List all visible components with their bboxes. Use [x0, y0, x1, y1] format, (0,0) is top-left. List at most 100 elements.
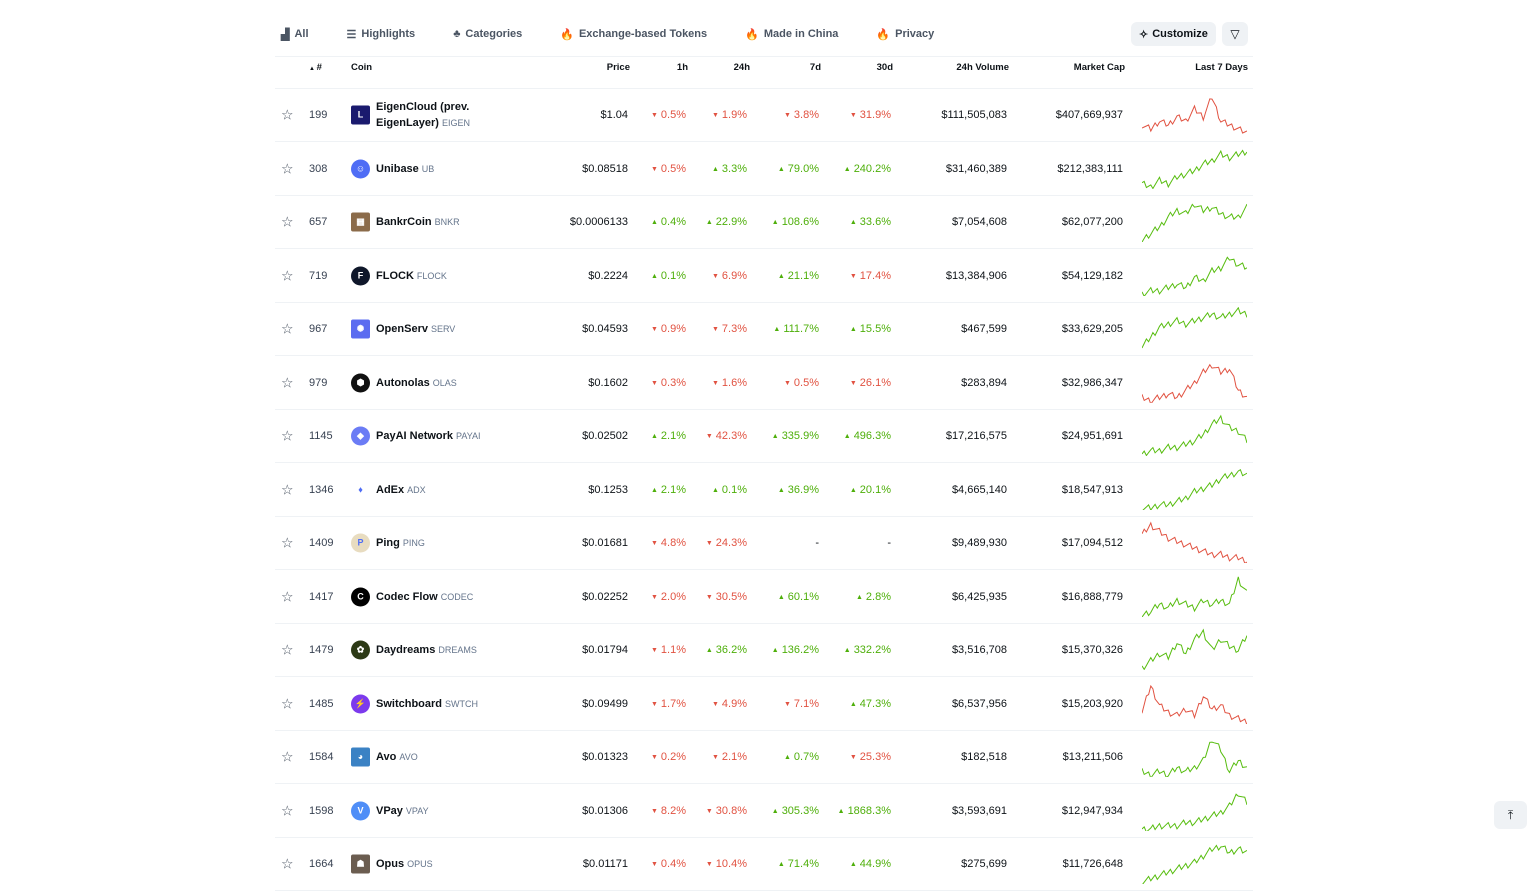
caret-down-icon: ▼	[650, 593, 658, 601]
header-volume[interactable]: 24h Volume	[956, 62, 1009, 73]
header-rank[interactable]: ▲ #	[309, 62, 322, 73]
table-row[interactable]: ☆ 1145 ◆ PayAI Network PAYAI $0.02502 ▲ 2.…	[275, 409, 1253, 462]
filter-button[interactable]: ▽	[1222, 22, 1248, 46]
price: $0.1602	[588, 376, 628, 389]
coin-name-link[interactable]: OpenServ SERV	[376, 322, 456, 335]
price: $0.08518	[582, 162, 628, 175]
change-24h: ▲ 3.3%	[711, 162, 747, 175]
change-24h: ▼ 6.9%	[711, 269, 747, 282]
header-24h[interactable]: 24h	[733, 62, 750, 73]
table-row[interactable]: ☆ 1598 V VPay VPAY $0.01306 ▼ 8.2% ▼ 30.8% ▲ 3…	[275, 784, 1253, 837]
coin-name-link[interactable]: Unibase UB	[376, 162, 435, 175]
table-row[interactable]: ☆ 308 ☺ Unibase UB $0.08518 ▼ 0.5% ▲ 3.3% ▲ 79…	[275, 142, 1253, 195]
table-row[interactable]: ☆ 1346 ♦ AdEx ADX $0.1253 ▲ 2.1% ▲ 0.1% ▲ 36.9…	[275, 463, 1253, 516]
star-icon[interactable]: ☆	[281, 427, 294, 443]
table-row[interactable]: ☆ 657 ▦ BankrCoin BNKR $0.0006133 ▲ 0.4% ▲ 2…	[275, 195, 1253, 248]
coin-name-link[interactable]: Avo AVO	[376, 750, 418, 763]
caret-up-icon: ▲	[711, 165, 719, 173]
table-row[interactable]: ☆ 1479 ✿ Daydreams DREAMS $0.01794 ▼ 1.1% ▲…	[275, 623, 1253, 676]
change-1h: ▼ 8.2%	[650, 804, 686, 817]
coin-name-link[interactable]: EigenCloud (prev. EigenLayer) EIGEN	[376, 100, 470, 129]
coin-name-link[interactable]: Opus OPUS	[376, 857, 433, 870]
table-row[interactable]: ☆ 1409 P Ping PING $0.01681 ▼ 4.8% ▼ 24.3% - -…	[275, 516, 1253, 569]
volume: $9,489,930	[951, 536, 1007, 549]
header-coin[interactable]: Coin	[351, 62, 373, 73]
sparkline-chart	[1142, 628, 1247, 670]
coin-name-link[interactable]: Switchboard SWTCH	[376, 697, 479, 710]
customize-button[interactable]: ✧ Customize	[1131, 22, 1216, 46]
caret-down-icon: ▼	[849, 272, 857, 280]
sparkline-line	[1142, 203, 1247, 242]
table-row[interactable]: ☆ 967 ✺ OpenServ SERV $0.04593 ▼ 0.9% ▼ 7.3%…	[275, 302, 1253, 355]
tab-highlights[interactable]: ☰ Highlights	[346, 28, 416, 41]
tab-all[interactable]: ▟ All	[281, 28, 309, 41]
scroll-to-top-button[interactable]: ⤒	[1494, 801, 1527, 829]
coin-symbol: VPAY	[405, 805, 429, 816]
header-1h[interactable]: 1h	[676, 62, 688, 73]
header-market-cap[interactable]: Market Cap	[1073, 62, 1125, 73]
header-7d[interactable]: 7d	[809, 62, 821, 73]
change-30d: -	[887, 536, 891, 549]
category-tabs: ▟ All ☰ Highlights ♣ Categories 🔥 Exchange-base…	[275, 20, 1253, 48]
table-row[interactable]: ☆ 199 L EigenCloud (prev. EigenLayer) EIG…	[275, 88, 1253, 141]
change-30d: ▲ 1868.3%	[837, 804, 891, 817]
table-row[interactable]: ☆ 1485 ⚡ Switchboard SWTCH $0.09499 ▼ 1.7%…	[275, 677, 1253, 730]
change-1h: ▲ 0.4%	[650, 215, 686, 228]
change-7d: ▲ 60.1%	[777, 590, 819, 603]
coin-logo: ✺	[351, 319, 370, 338]
price: $0.01171	[582, 857, 628, 870]
table-row[interactable]: ☆ 979 ⬢ Autonolas OLAS $0.1602 ▼ 0.3% ▼ 1.6%…	[275, 356, 1253, 409]
tab-made-in-china[interactable]: 🔥 Made in China	[745, 28, 839, 41]
sparkline-line	[1142, 684, 1247, 724]
star-icon[interactable]: ☆	[281, 802, 294, 818]
coin-logo: ⚡	[351, 694, 370, 713]
divider	[275, 516, 1253, 517]
star-icon[interactable]: ☆	[281, 374, 294, 390]
caret-up-icon: ▲	[771, 432, 779, 440]
header-price[interactable]: Price	[606, 62, 630, 73]
header-30d[interactable]: 30d	[876, 62, 893, 73]
sparkline-chart	[1142, 844, 1247, 884]
coin-name-link[interactable]: FLOCK FLOCK	[376, 269, 447, 282]
star-icon[interactable]: ☆	[281, 855, 294, 871]
chart-icon: ▟	[281, 28, 290, 41]
tab-exchange-based-tokens[interactable]: 🔥 Exchange-based Tokens	[560, 28, 708, 41]
caret-down-icon: ▼	[650, 753, 658, 761]
divider	[275, 462, 1253, 463]
coin-name-link[interactable]: Codec Flow CODEC	[376, 590, 474, 603]
star-icon[interactable]: ☆	[281, 695, 294, 711]
star-icon[interactable]: ☆	[281, 534, 294, 550]
change-1h: ▼ 1.7%	[650, 697, 686, 710]
star-icon[interactable]: ☆	[281, 213, 294, 229]
star-icon[interactable]: ☆	[281, 320, 294, 336]
price: $0.01681	[582, 536, 628, 549]
tab-privacy[interactable]: 🔥 Privacy	[876, 28, 935, 41]
table-row[interactable]: ☆ 1417 C Codec Flow CODEC $0.02252 ▼ 2.0% ▼…	[275, 570, 1253, 623]
coin-name-link[interactable]: BankrCoin BNKR	[376, 215, 460, 228]
coin-logo: ◆	[351, 426, 370, 445]
star-icon[interactable]: ☆	[281, 106, 294, 122]
coin-name-link[interactable]: Autonolas OLAS	[376, 376, 457, 389]
volume: $7,054,608	[951, 215, 1007, 228]
star-icon[interactable]: ☆	[281, 481, 294, 497]
star-icon[interactable]: ☆	[281, 267, 294, 283]
coin-name-link[interactable]: Daydreams DREAMS	[376, 643, 477, 656]
star-icon[interactable]: ☆	[281, 160, 294, 176]
coin-name-link[interactable]: AdEx ADX	[376, 483, 426, 496]
price: $0.0006133	[569, 215, 628, 228]
tab-categories[interactable]: ♣ Categories	[453, 28, 523, 40]
table-row[interactable]: ☆ 719 F FLOCK FLOCK $0.2224 ▲ 0.1% ▼ 6.9% ▲ 21…	[275, 249, 1253, 302]
star-icon[interactable]: ☆	[281, 588, 294, 604]
coin-name-link[interactable]: Ping PING	[376, 536, 425, 549]
volume: $283,894	[961, 376, 1007, 389]
coin-name-link[interactable]: VPay VPAY	[376, 804, 429, 817]
table-row[interactable]: ☆ 1584 ◕ Avo AVO $0.01323 ▼ 0.2% ▼ 2.1% ▲ 0.7%…	[275, 730, 1253, 783]
caret-up-icon: ▲	[849, 218, 857, 226]
market-cap: $15,203,920	[1061, 697, 1123, 710]
caret-up-icon: ▲	[843, 646, 851, 654]
table-row[interactable]: ☆ 1664 ☗ Opus OPUS $0.01171 ▼ 0.4% ▼ 10.4% ▲ 7…	[275, 837, 1253, 890]
rank: 1145	[309, 429, 333, 442]
coin-name-link[interactable]: PayAI Network PAYAI	[376, 429, 481, 442]
star-icon[interactable]: ☆	[281, 748, 294, 764]
star-icon[interactable]: ☆	[281, 641, 294, 657]
